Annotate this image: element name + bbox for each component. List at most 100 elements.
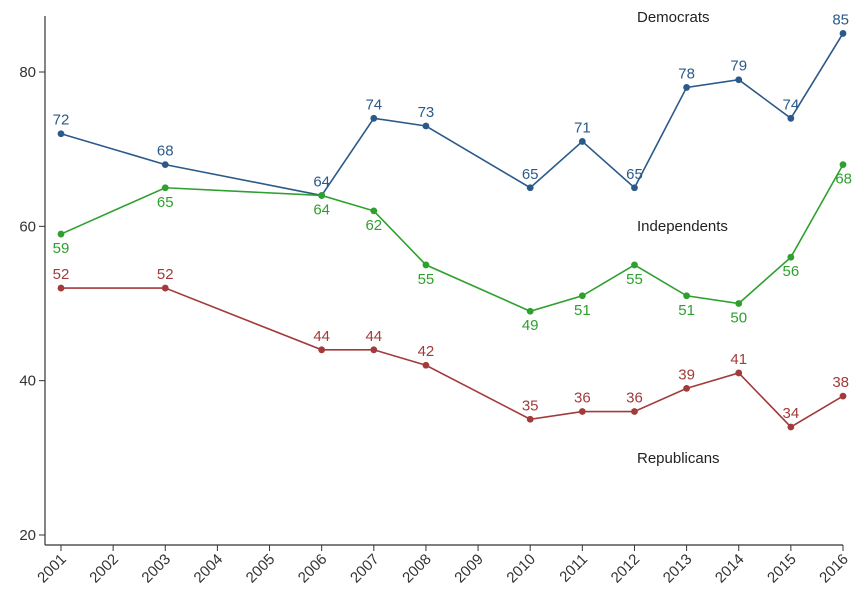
data-point: [318, 192, 326, 199]
data-label: 55: [418, 271, 435, 288]
data-point: [735, 369, 743, 377]
data-point: [787, 423, 795, 431]
data-label: 35: [522, 397, 539, 414]
data-point: [57, 130, 65, 138]
data-point: [526, 307, 534, 315]
data-label: 41: [730, 351, 747, 368]
data-point: [787, 114, 795, 122]
data-point: [839, 30, 847, 37]
series-layer: 72 68 64 74 73 65 71 65 78 79 74 85 59 65 64 62 55 49 51 55…: [53, 11, 852, 431]
data-label: 65: [522, 166, 539, 183]
series-name-label: Democrats: [637, 9, 710, 26]
axes: [44, 16, 843, 546]
data-label: 68: [835, 171, 852, 188]
data-label: 78: [678, 65, 695, 82]
data-point: [839, 161, 847, 169]
series-democrats: 72 68 64 74 73 65 71 65 78 79 74 85: [53, 11, 849, 199]
x-tick-label: 2007: [347, 551, 383, 587]
data-label: 64: [313, 173, 330, 190]
data-point: [370, 207, 378, 215]
x-tick-label: 2002: [86, 551, 122, 587]
data-label: 73: [418, 104, 435, 121]
data-label: 85: [832, 11, 849, 28]
data-point: [422, 122, 430, 130]
data-label: 52: [157, 266, 174, 283]
x-tick-label: 2013: [660, 551, 696, 587]
data-label: 51: [574, 302, 591, 319]
data-point: [161, 161, 169, 169]
data-label: 44: [313, 328, 330, 345]
series-name-label: Independents: [637, 218, 728, 235]
x-tick-label: 2009: [451, 551, 487, 587]
data-label: 62: [365, 217, 382, 234]
data-point: [735, 76, 743, 84]
y-ticks: 20 40 60 80: [19, 64, 45, 544]
data-point: [318, 346, 326, 354]
y-tick-label: 80: [19, 64, 36, 81]
data-label: 51: [678, 302, 695, 319]
data-label: 65: [157, 194, 174, 211]
x-tick-label: 2005: [243, 551, 279, 587]
data-point: [161, 284, 169, 292]
x-tick-label: 2004: [191, 551, 227, 587]
data-point: [370, 346, 378, 354]
data-point: [422, 361, 430, 369]
x-tick-label: 2003: [138, 551, 174, 587]
data-point: [370, 114, 378, 122]
data-label: 39: [678, 366, 695, 383]
x-ticks: 2001 2002 2003 2004 2005 2006 2007 2008 2009 2010…: [34, 545, 852, 586]
data-point: [631, 408, 638, 415]
data-point: [578, 292, 586, 300]
data-label: 38: [832, 374, 849, 391]
y-tick-label: 20: [19, 527, 36, 544]
data-point: [787, 253, 795, 261]
data-point: [57, 284, 65, 292]
data-label: 49: [522, 317, 539, 334]
data-point: [735, 300, 743, 307]
series-independents: 59 65 64 62 55 49 51 55 51 50 56 68: [53, 161, 852, 334]
data-label: 72: [53, 112, 70, 129]
data-point: [422, 261, 430, 269]
data-label: 34: [783, 405, 800, 422]
data-point: [631, 184, 638, 192]
data-label: 71: [574, 119, 591, 136]
data-label: 36: [626, 390, 643, 407]
data-label: 56: [783, 263, 800, 280]
y-tick-label: 60: [19, 218, 36, 235]
x-tick-label: 2014: [712, 551, 748, 587]
data-point: [631, 261, 638, 269]
series-names: Democrats Independents Republicans: [637, 9, 728, 467]
series-name-label: Republicans: [637, 450, 720, 467]
data-point: [683, 84, 690, 91]
data-point: [683, 292, 690, 300]
data-point: [839, 392, 847, 400]
series-republicans: 52 52 44 44 42 35 36 36 39 41 34 38: [53, 266, 849, 431]
x-tick-label: 2016: [816, 551, 852, 587]
series-line: [60, 32, 844, 197]
x-tick-label: 2008: [399, 551, 435, 587]
data-label: 68: [157, 143, 174, 160]
data-label: 36: [574, 390, 591, 407]
series-line: [60, 164, 844, 313]
data-label: 44: [365, 328, 382, 345]
series-line: [61, 287, 844, 428]
x-tick-label: 2011: [556, 551, 591, 586]
data-point: [526, 415, 534, 423]
data-label: 65: [626, 166, 643, 183]
data-label: 42: [418, 343, 435, 360]
data-label: 50: [730, 310, 747, 327]
data-point: [683, 384, 690, 392]
x-tick-label: 2012: [608, 551, 644, 587]
x-tick-label: 2010: [503, 551, 539, 587]
data-label: 64: [313, 201, 330, 218]
data-point: [57, 230, 65, 238]
data-point: [526, 184, 534, 192]
data-label: 74: [783, 96, 800, 113]
x-tick-label: 2006: [295, 551, 331, 587]
data-label: 59: [53, 240, 70, 257]
data-point: [578, 408, 586, 415]
data-label: 74: [365, 96, 382, 113]
data-point: [578, 138, 586, 145]
data-label: 52: [53, 266, 70, 283]
